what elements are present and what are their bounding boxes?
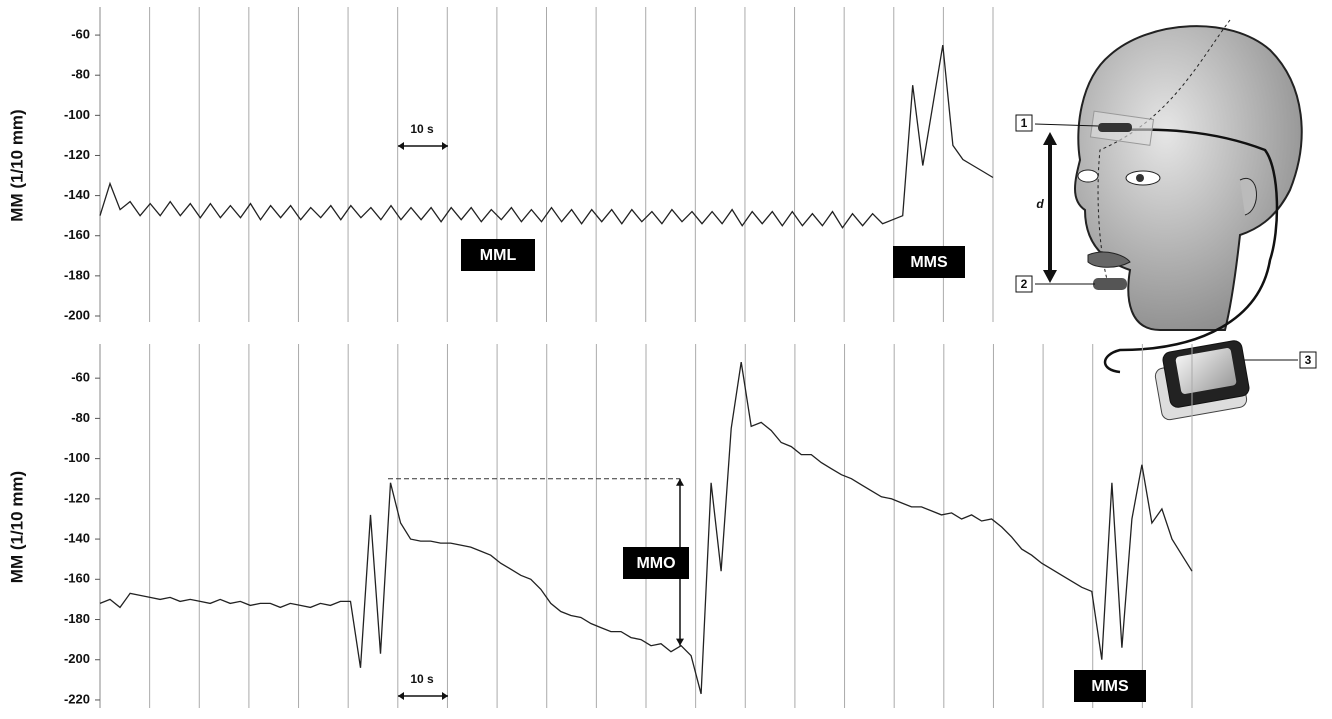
y-axis-label: MM (1/10 mm): [7, 109, 26, 221]
marker-box: [1015, 275, 1033, 293]
y-tick-label: -120: [64, 490, 90, 505]
mouth: [1087, 251, 1131, 268]
y-tick-label: -180: [64, 611, 90, 626]
y-tick-label: -160: [64, 571, 90, 586]
y-tick-label: -60: [71, 27, 90, 42]
y-tick-label: -200: [64, 651, 90, 666]
label-box: [1074, 670, 1146, 702]
trace-line: [99, 362, 1193, 695]
y-tick-label: -140: [64, 187, 90, 202]
y-tick-label: -220: [64, 691, 90, 706]
marker-box: [1015, 114, 1033, 132]
y-tick-label: -200: [64, 307, 90, 322]
arrow-head: [398, 142, 448, 150]
eye: [1077, 169, 1099, 183]
label-box: [623, 547, 689, 579]
y-tick-label: -160: [64, 227, 90, 242]
annotation: MMO: [636, 555, 675, 572]
marker-label: 2: [1021, 277, 1028, 291]
marker-label: 1: [1021, 116, 1028, 130]
midline: [1097, 19, 1231, 291]
annotation: MMS: [910, 254, 948, 271]
label-box: [893, 246, 965, 278]
y-tick-label: -120: [64, 147, 90, 162]
label-box: [461, 239, 535, 271]
cable: [1099, 128, 1279, 374]
sensor: [1098, 123, 1132, 132]
distance-label: d: [1036, 197, 1044, 211]
marker-label: 3: [1305, 353, 1312, 367]
pupil: [1136, 174, 1144, 182]
marker-line: [1034, 123, 1099, 127]
trace-line: [99, 44, 994, 229]
marker-box: [1299, 351, 1317, 369]
y-tick-label: -180: [64, 267, 90, 282]
annotation: MML: [480, 247, 517, 264]
ear: [1239, 177, 1257, 216]
annotation: MMS: [1091, 678, 1129, 695]
y-tick-label: -80: [71, 67, 90, 82]
y-axis-label: MM (1/10 mm): [7, 471, 26, 583]
sensor: [1093, 278, 1127, 290]
device-screen: [1175, 348, 1237, 394]
arrow-head: [398, 692, 448, 700]
head-illustration: 1 2 3 d: [1015, 19, 1317, 421]
y-tick-label: -140: [64, 531, 90, 546]
y-tick-label: -100: [64, 107, 90, 122]
y-tick-label: -60: [71, 370, 90, 385]
y-tick-label: -80: [71, 410, 90, 425]
y-tick-label: -100: [64, 450, 90, 465]
scale-label: 10 s: [410, 672, 434, 686]
scale-label: 10 s: [410, 122, 434, 136]
